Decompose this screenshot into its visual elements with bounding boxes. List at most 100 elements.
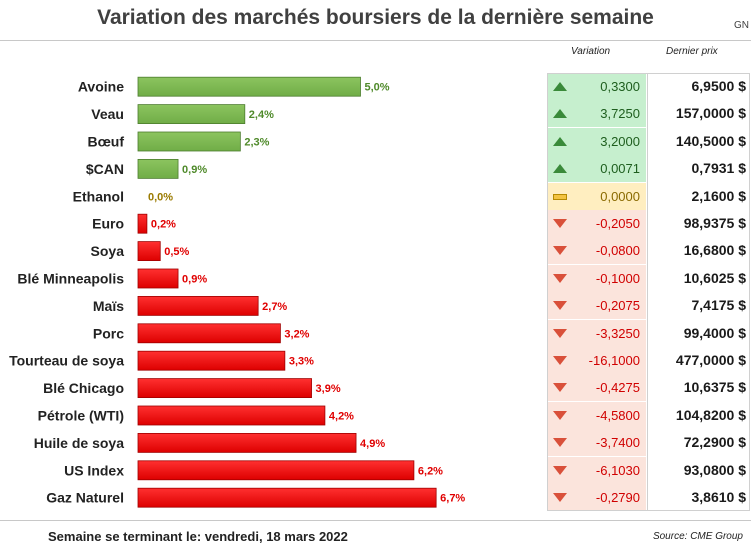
variation-value: -3,3250 xyxy=(595,325,640,341)
data-label: 3,3% xyxy=(289,356,314,368)
triangle-up-icon xyxy=(553,109,567,119)
variation-cell: -0,4275 xyxy=(547,374,646,402)
variation-value: 0,3300 xyxy=(600,79,640,94)
title-corner-text: GN xyxy=(734,20,749,31)
category-label: Veau xyxy=(91,106,124,122)
variation-value: -6,1030 xyxy=(595,462,640,478)
bar xyxy=(137,131,241,152)
table-row: -0,2790 3,8610 $ xyxy=(547,484,750,511)
bar xyxy=(137,378,312,399)
data-label: 2,3% xyxy=(244,137,269,149)
data-label: 5,0% xyxy=(365,82,390,94)
chart-title-bar: Variation des marchés boursiers de la de… xyxy=(0,0,751,41)
variation-value: -4,5800 xyxy=(595,407,640,423)
triangle-down-icon xyxy=(553,219,567,228)
last-price-cell: 104,8200 $ xyxy=(648,401,750,429)
table-row: -0,4275 10,6375 $ xyxy=(547,374,750,402)
variation-value: -0,2075 xyxy=(595,298,640,314)
triangle-down-icon xyxy=(553,356,567,365)
variation-value: -16,1000 xyxy=(588,353,640,368)
footer: Semaine se terminant le: vendredi, 18 ma… xyxy=(0,520,751,553)
variation-cell: 3,7250 xyxy=(547,100,646,128)
variation-cell: -3,3250 xyxy=(547,319,646,347)
table-row: 3,2000 140,5000 $ xyxy=(547,127,750,155)
last-price-cell: 7,4175 $ xyxy=(648,292,750,320)
table-row: -16,1000 477,0000 $ xyxy=(547,347,750,374)
category-label: Maïs xyxy=(93,298,124,314)
last-price-value: 157,0000 $ xyxy=(675,105,746,122)
bar xyxy=(137,405,326,426)
category-label: Pétrole (WTI) xyxy=(38,408,124,424)
title-divider xyxy=(0,40,751,41)
category-label: $CAN xyxy=(86,161,124,177)
bar xyxy=(137,432,357,453)
variation-value: 0,0071 xyxy=(600,161,640,177)
variation-cell: -3,7400 xyxy=(547,429,646,457)
last-price-value: 7,4175 $ xyxy=(691,297,747,314)
table-row: -0,2050 98,9375 $ xyxy=(547,210,750,237)
last-price-cell: 477,0000 $ xyxy=(648,347,750,374)
dash-icon xyxy=(553,193,567,200)
table-row: -3,7400 72,2900 $ xyxy=(547,429,750,457)
variation-value: -0,2050 xyxy=(595,216,640,231)
week-ending-label: Semaine se terminant le: vendredi, 18 ma… xyxy=(48,529,348,544)
variation-value: -0,0800 xyxy=(595,243,640,259)
bar xyxy=(137,323,281,344)
data-label: 0,5% xyxy=(164,246,189,258)
table-row: -6,1030 93,0800 $ xyxy=(547,456,750,484)
data-label: 6,7% xyxy=(440,493,465,505)
last-price-cell: 72,2900 $ xyxy=(648,429,750,457)
last-price-value: 10,6375 $ xyxy=(683,379,746,396)
bar-chart: Avoine 5,0% Veau 2,4% Bœuf 2,3% $CAN 0,9% Ethano… xyxy=(9,76,465,508)
variation-cell: -0,1000 xyxy=(547,264,646,292)
table-row: 0,0000 2,1600 $ xyxy=(547,182,750,210)
last-price-value: 98,9375 $ xyxy=(683,215,746,231)
table-row: 0,0071 0,7931 $ xyxy=(547,155,750,183)
variation-cell: 0,3300 xyxy=(547,73,646,100)
variation-cell: 0,0071 xyxy=(547,155,646,183)
last-price-value: 93,0800 $ xyxy=(683,461,746,478)
last-price-cell: 0,7931 $ xyxy=(648,155,750,183)
variation-value: -3,7400 xyxy=(595,435,640,451)
data-label: 2,7% xyxy=(262,301,287,313)
variation-cell: -0,2790 xyxy=(547,484,646,511)
bar xyxy=(137,213,148,234)
last-price-column-header: Dernier prix xyxy=(666,46,718,57)
last-price-value: 16,6800 $ xyxy=(683,242,746,259)
triangle-down-icon xyxy=(553,438,567,448)
variation-cell: 3,2000 xyxy=(547,127,646,155)
last-price-value: 72,2900 $ xyxy=(683,434,746,451)
bar xyxy=(137,487,437,508)
last-price-value: 2,1600 $ xyxy=(691,187,747,204)
variation-column-header: Variation xyxy=(571,46,611,57)
bar xyxy=(137,241,161,262)
last-price-value: 6,9500 $ xyxy=(691,78,747,94)
data-label: 3,9% xyxy=(316,383,341,395)
variation-value: -0,4275 xyxy=(595,380,640,396)
category-label: Avoine xyxy=(78,79,124,95)
bar xyxy=(137,295,259,316)
table-row: 3,7250 157,0000 $ xyxy=(547,100,750,128)
last-price-value: 3,8610 $ xyxy=(691,489,747,505)
variation-cell: -4,5800 xyxy=(547,401,646,429)
last-price-cell: 10,6025 $ xyxy=(648,264,750,292)
last-price-cell: 93,0800 $ xyxy=(648,456,750,484)
last-price-cell: 157,0000 $ xyxy=(648,100,750,128)
variation-cell: 0,0000 xyxy=(547,182,646,210)
category-label: Blé Minneapolis xyxy=(17,271,124,287)
table-row: -0,0800 16,6800 $ xyxy=(547,237,750,265)
data-label: 4,9% xyxy=(360,438,385,450)
category-label: Soya xyxy=(91,243,125,259)
table-row: -3,3250 99,4000 $ xyxy=(547,319,750,347)
triangle-down-icon xyxy=(553,383,567,393)
data-label: 0,9% xyxy=(182,274,207,286)
variation-value: -0,2790 xyxy=(595,490,640,505)
data-label: 2,4% xyxy=(249,109,274,121)
table-row: -4,5800 104,8200 $ xyxy=(547,401,750,429)
last-price-value: 140,5000 $ xyxy=(675,132,746,149)
source-label: Source: CME Group xyxy=(652,531,743,542)
category-label: Tourteau de soya xyxy=(9,353,124,369)
data-label: 3,2% xyxy=(284,328,309,340)
variation-value: -0,1000 xyxy=(595,270,640,286)
category-label: US Index xyxy=(64,462,124,478)
